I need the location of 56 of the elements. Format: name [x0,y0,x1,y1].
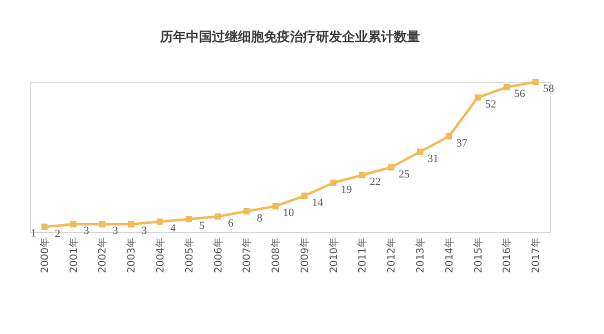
x-tick-label: 2013年 [414,238,426,273]
point [416,148,424,155]
data-label: 19 [340,184,352,196]
data-label: 58 [543,83,555,95]
x-tick-label: 2006年 [212,238,224,273]
point [330,180,336,186]
data-label: 56 [514,88,526,100]
data-label: 6 [228,217,234,230]
annotation: 1 [30,227,36,240]
x-tick-label: 2005年 [183,238,196,273]
point [301,192,308,199]
x-tick-label: 2016年 [501,238,514,273]
x-tick-label: 2001年 [68,238,80,273]
data-label: 3 [112,225,118,238]
data-label: 3 [141,225,148,238]
x-tick-label: 2011年 [356,238,369,273]
chart-title: 历年中国过继细胞免疫治疗研发企业累计数量 [159,28,420,45]
point [156,218,164,225]
data-label: 5 [199,220,206,232]
x-tick-label: 2003年 [126,238,138,273]
point [504,84,510,90]
data-label: 3 [84,225,90,238]
x-tick-label: 2017年 [530,238,542,273]
x-tick-label: 2014年 [443,238,456,273]
x-tick-label: 2007年 [241,238,254,273]
data-label: 22 [370,176,381,188]
point [41,224,48,230]
x-tick-label: 2015年 [472,238,484,273]
data-label: 8 [256,212,263,224]
x-tick-label: 2008年 [270,238,282,273]
x-tick-label: 2000年 [38,238,51,273]
point [70,221,76,228]
data-label: 4 [170,222,176,235]
point [272,202,279,210]
point [214,213,221,220]
point [186,216,192,222]
x-tick-label: 2002年 [96,238,109,273]
point [474,94,481,101]
data-label: 31 [428,152,438,165]
point [532,78,539,86]
data-label: 37 [456,137,468,150]
data-label: 2 [54,228,60,240]
data-label: 10 [283,207,295,220]
x-tick-label: 2004年 [154,238,166,273]
point [388,164,394,171]
data-label: 14 [312,196,324,209]
point [359,172,366,178]
point [244,208,250,214]
x-tick-label: 2012年 [386,238,398,273]
x-tick-label: 2009年 [298,238,311,273]
point [446,133,452,140]
point [128,221,134,228]
point [99,221,106,228]
data-label: 52 [485,98,496,111]
x-tick-label: 2010年 [328,238,340,273]
data-label: 25 [398,168,410,180]
